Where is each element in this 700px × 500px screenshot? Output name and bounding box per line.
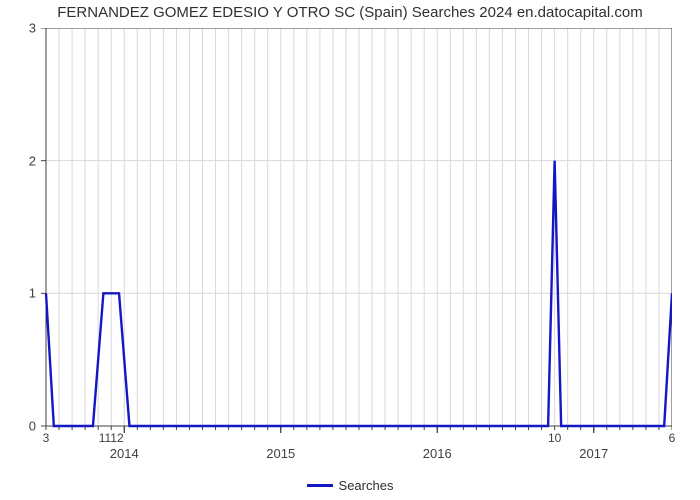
plot-area <box>46 28 672 426</box>
x-tick-label: 2016 <box>423 446 452 461</box>
legend: Searches <box>0 478 700 493</box>
chart-title: FERNANDEZ GOMEZ EDESIO Y OTRO SC (Spain)… <box>0 4 700 21</box>
value-callout: 1112 <box>99 431 124 445</box>
value-callout: 6 <box>669 431 676 445</box>
legend-label: Searches <box>339 478 394 493</box>
y-tick-label: 1 <box>29 286 36 301</box>
chart-container: { "title": "FERNANDEZ GOMEZ EDESIO Y OTR… <box>0 0 700 500</box>
value-callout: 3 <box>43 431 50 445</box>
value-callout: 10 <box>548 431 561 445</box>
legend-swatch <box>307 484 333 487</box>
y-tick-label: 0 <box>29 419 36 434</box>
x-tick-label: 2017 <box>579 446 608 461</box>
y-tick-label: 2 <box>29 153 36 168</box>
y-tick-label: 3 <box>29 21 36 36</box>
x-tick-label: 2015 <box>266 446 295 461</box>
chart-svg <box>40 28 672 448</box>
x-tick-label: 2014 <box>110 446 139 461</box>
